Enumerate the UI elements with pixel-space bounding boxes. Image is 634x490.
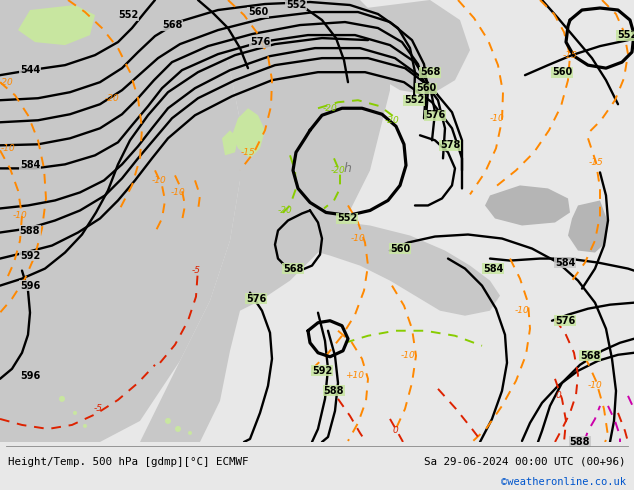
- Text: 552: 552: [404, 95, 424, 105]
- Text: 560: 560: [248, 7, 268, 17]
- Text: -10: -10: [588, 381, 602, 391]
- Text: -20: -20: [385, 116, 399, 125]
- Text: 584: 584: [483, 264, 503, 273]
- Text: 568: 568: [420, 67, 440, 77]
- Text: 588: 588: [20, 225, 40, 236]
- Text: -20: -20: [278, 206, 292, 215]
- Text: 552: 552: [286, 0, 306, 10]
- Text: 568: 568: [283, 264, 303, 273]
- Circle shape: [73, 411, 77, 415]
- Text: -20: -20: [330, 166, 346, 175]
- Polygon shape: [222, 130, 238, 155]
- Text: 592: 592: [312, 366, 332, 376]
- Polygon shape: [0, 0, 240, 442]
- Text: -15: -15: [562, 50, 578, 60]
- Text: 596: 596: [20, 371, 40, 381]
- Text: ©weatheronline.co.uk: ©weatheronline.co.uk: [501, 477, 626, 487]
- Text: -10: -10: [401, 351, 415, 360]
- Text: -20: -20: [323, 104, 337, 113]
- Text: 552: 552: [337, 214, 357, 223]
- Text: -10: -10: [489, 114, 505, 123]
- Polygon shape: [160, 0, 360, 55]
- Text: -10: -10: [515, 306, 529, 315]
- Text: -15: -15: [241, 148, 256, 157]
- Text: Height/Temp. 500 hPa [gdmp][°C] ECMWF: Height/Temp. 500 hPa [gdmp][°C] ECMWF: [8, 457, 249, 467]
- Text: -5: -5: [191, 266, 200, 275]
- Text: 588: 588: [324, 386, 344, 396]
- Text: 578: 578: [440, 140, 460, 150]
- Polygon shape: [290, 220, 500, 316]
- Text: 544: 544: [20, 65, 40, 75]
- Polygon shape: [232, 108, 265, 158]
- Text: -10: -10: [171, 188, 185, 197]
- Text: 560: 560: [416, 83, 436, 93]
- Text: 588: 588: [570, 437, 590, 447]
- Text: -15: -15: [588, 158, 604, 167]
- Circle shape: [83, 424, 87, 428]
- Polygon shape: [350, 0, 470, 95]
- Text: 0: 0: [392, 426, 398, 436]
- Polygon shape: [18, 5, 95, 45]
- Text: 576: 576: [246, 294, 266, 304]
- Text: 0: 0: [555, 392, 561, 400]
- Text: Sa 29-06-2024 00:00 UTC (00+96): Sa 29-06-2024 00:00 UTC (00+96): [425, 457, 626, 467]
- Text: 592: 592: [20, 250, 40, 261]
- Text: 584: 584: [555, 258, 575, 268]
- Text: -10: -10: [351, 234, 365, 243]
- Text: -5: -5: [93, 404, 103, 414]
- Text: 596: 596: [20, 281, 40, 291]
- Text: 552: 552: [617, 30, 634, 40]
- Circle shape: [175, 426, 181, 432]
- Circle shape: [165, 418, 171, 424]
- Text: -20: -20: [0, 78, 13, 87]
- Text: +10: +10: [346, 371, 365, 380]
- Polygon shape: [140, 0, 390, 442]
- Text: 552: 552: [118, 10, 138, 20]
- Text: 576: 576: [555, 316, 575, 326]
- Polygon shape: [485, 185, 570, 225]
- Text: 568: 568: [580, 351, 600, 361]
- Text: -10: -10: [1, 144, 15, 153]
- Circle shape: [188, 431, 192, 435]
- Text: 584: 584: [20, 160, 40, 171]
- Text: -20: -20: [105, 94, 119, 103]
- Text: 560: 560: [552, 67, 572, 77]
- Text: 576: 576: [250, 37, 270, 47]
- Text: -10: -10: [152, 176, 166, 185]
- Text: h: h: [344, 162, 352, 175]
- Polygon shape: [568, 200, 608, 252]
- Circle shape: [59, 396, 65, 402]
- Text: 576: 576: [425, 110, 445, 120]
- Text: 568: 568: [162, 20, 182, 30]
- Text: 560: 560: [390, 244, 410, 253]
- Text: -10: -10: [13, 211, 27, 220]
